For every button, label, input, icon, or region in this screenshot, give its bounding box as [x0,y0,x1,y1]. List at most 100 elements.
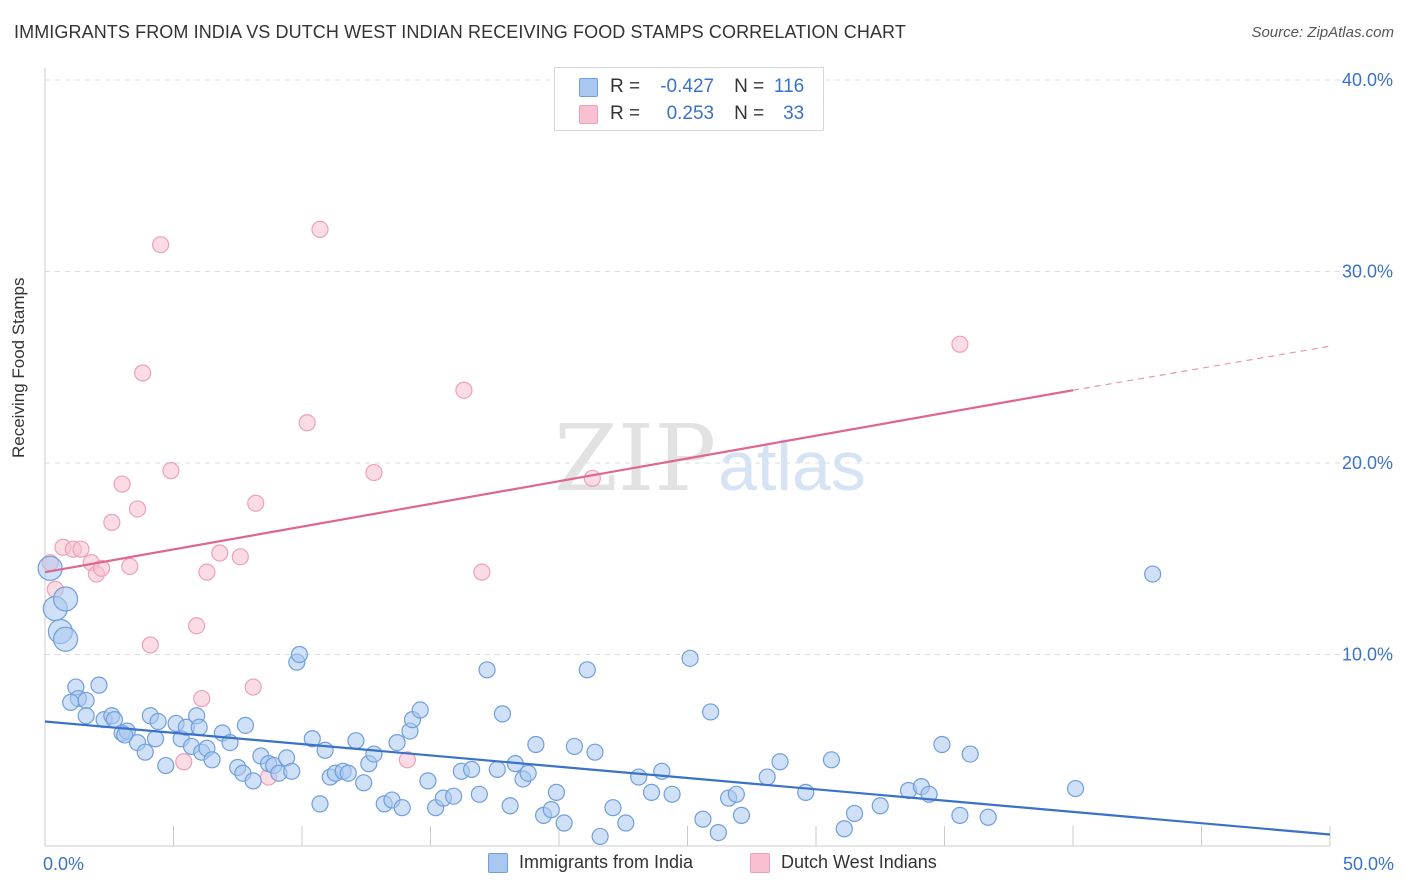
dutch-point [583,469,602,487]
india-point [283,762,301,780]
dutch-point [188,617,206,635]
india-point [190,718,208,736]
india-point [62,693,80,711]
india-point [311,795,329,813]
legend-swatch-dutch [750,852,770,873]
x-tick-label: 0.0% [43,854,84,874]
dutch-point [231,548,249,566]
india-point [951,806,969,824]
india-point [835,820,853,838]
india-point [493,705,512,723]
india-point [542,801,560,819]
legend-item-india[interactable]: Immigrants from India [488,852,693,873]
india-point [586,743,604,761]
dutch-point [211,544,229,562]
india-point [501,797,519,815]
legend-swatch-india [579,77,598,97]
india-point [663,785,681,803]
india-point [694,810,712,828]
india-point [933,735,951,754]
india-point [146,730,165,748]
r-value-india: -0.427 [660,76,715,97]
dutch-point [175,753,193,771]
dutch-point [298,414,316,432]
india-point [604,799,622,817]
dutch-point [128,500,147,518]
india-point [488,760,506,779]
dutch-point [92,559,111,577]
grid-layer [45,79,1365,655]
dutch-point [141,636,159,654]
labels-layer: 10.0% 20.0% 30.0% 40.0% 0.0% 50.0% [43,70,1394,874]
dutch-trend-line [44,389,1074,574]
india-point [149,712,167,731]
india-point [555,814,573,832]
india-point [527,735,545,754]
r-value-dutch: 0.253 [666,103,715,124]
india-point [419,772,437,790]
r-label: R = [610,103,641,124]
india-point [642,783,661,801]
india-point [478,661,496,679]
dutch-point [311,220,329,238]
india-point [77,691,95,710]
india-point [90,676,108,694]
correlation-legend: R = -0.427 N = 116 R = 0.253 N = 33 [554,67,824,131]
legend-item-dutch[interactable]: Dutch West Indians [750,852,937,873]
india-point [52,626,79,652]
india-point [236,716,255,734]
india-point [463,760,481,779]
n-value-india: 116 [773,76,805,97]
dutch-point [134,364,152,382]
india-point [470,785,488,803]
india-trend-line [44,720,1331,836]
india-point [445,787,463,805]
dutch-point [193,689,211,708]
dutch-point [113,475,131,493]
n-label: N = [734,76,765,97]
trend-layer [44,345,1331,836]
india-point [547,783,566,801]
india-point [52,586,79,612]
india-point [845,804,864,823]
india-point [732,806,751,824]
india-point [388,733,406,752]
india-point [961,745,979,763]
india-point [871,797,889,815]
dutch-point [244,678,262,696]
legend-swatch-india [488,852,508,873]
india-point [339,764,357,782]
india-point [727,785,745,803]
n-value-dutch: 33 [783,103,805,124]
india-point [565,737,584,756]
dutch-point [121,557,139,576]
legend-row-india: R = -0.427 N = 116 [579,76,804,98]
chart-title: IMMIGRANTS FROM INDIA VS DUTCH WEST INDI… [14,22,906,42]
india-point [290,645,309,664]
india-point [617,814,635,832]
series-legend: Immigrants from India Dutch West Indians [0,852,1406,878]
india-point [797,783,815,801]
india-point [411,701,429,719]
y-tick-label: 30.0% [1342,262,1393,282]
india-point [355,774,373,792]
dutch-point [398,751,416,769]
y-tick-label: 10.0% [1342,645,1393,665]
india-point [979,808,997,826]
n-label: N = [734,103,765,124]
india-point [203,751,221,769]
india-point [347,732,365,750]
dutch-point [247,494,265,512]
india-point [365,745,383,763]
india-point [157,756,175,775]
india-point [630,768,648,786]
points-layer [37,220,1162,846]
dutch-point [473,563,491,581]
india-point [37,555,63,581]
india-point [136,743,154,761]
y-axis-label: Receiving Food Stamps [9,277,28,458]
india-point [1144,565,1162,583]
dutch-point [72,540,90,558]
india-point [303,730,321,748]
